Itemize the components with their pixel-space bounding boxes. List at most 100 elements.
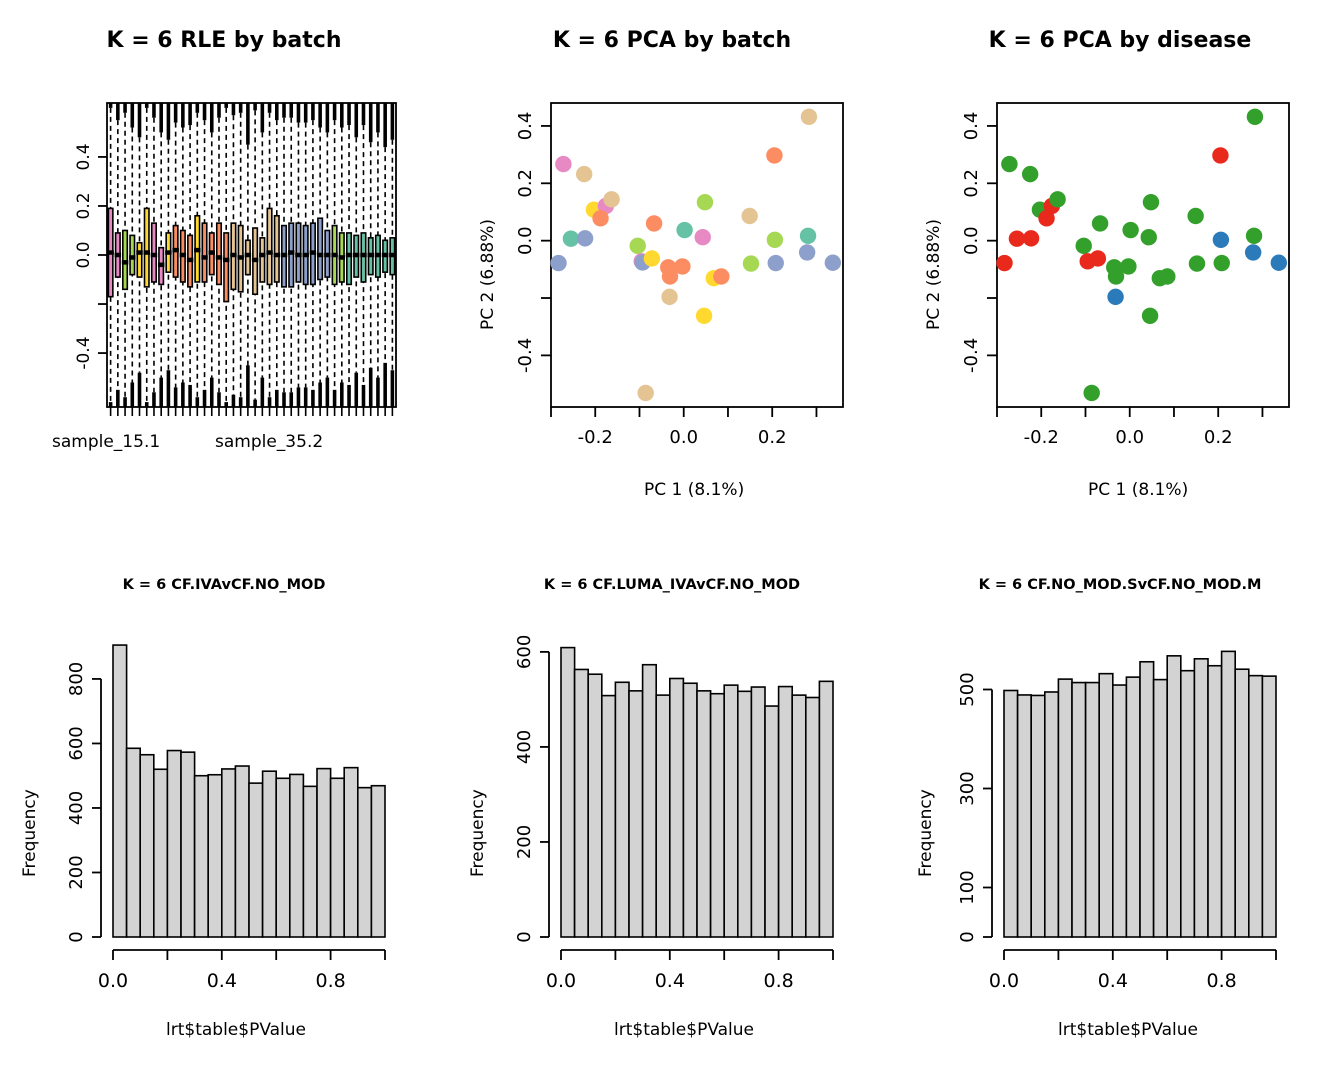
pca-point — [629, 237, 646, 255]
hist-ytick-label: 200 — [66, 855, 87, 889]
pca-point — [1244, 244, 1262, 261]
pca-point — [1022, 230, 1040, 247]
pca-frame — [996, 102, 1290, 408]
rle-outliers-bottom — [390, 370, 395, 407]
rle-outliers-bottom — [347, 384, 351, 407]
pca-point — [645, 215, 663, 232]
rle-outliers-top — [188, 103, 192, 126]
panel-title-rle: K = 6 RLE by batch — [106, 28, 342, 53]
rle-box — [122, 229, 129, 291]
rle-outliers-top — [152, 103, 156, 118]
pca-point — [1089, 250, 1107, 267]
hist3-ylabel: Frequency — [916, 789, 936, 877]
rle-outliers-top — [318, 103, 322, 128]
pca-disease-xlabel: PC 1 (8.1%) — [1088, 480, 1189, 500]
rle-outliers-bottom — [246, 365, 250, 407]
rle-outliers-top — [166, 103, 171, 140]
hist-bar — [1152, 678, 1169, 938]
pca-point — [742, 255, 760, 272]
pca-xtick-label: -0.2 — [1024, 427, 1059, 448]
rle-outliers-top — [173, 103, 178, 123]
rle-xlabel-right: sample_35.2 — [215, 432, 324, 452]
hist-bar — [370, 784, 386, 938]
hist-bar — [248, 782, 264, 938]
hist-bar — [1125, 676, 1141, 938]
rle-frame — [106, 102, 397, 408]
panel-title-pca-disease: K = 6 PCA by disease — [988, 28, 1252, 53]
hist2-xlabel: lrt$table$PValue — [614, 1020, 755, 1040]
rle-box — [201, 222, 208, 283]
rle-box — [244, 239, 251, 276]
pca-point — [1212, 231, 1230, 248]
hist-bar — [614, 681, 630, 938]
rle-outliers-bottom — [238, 397, 243, 407]
hist-bar — [736, 690, 753, 938]
hist-ytick-label: 400 — [66, 791, 87, 825]
pca-point — [694, 229, 711, 246]
hist-bar — [641, 663, 658, 938]
rle-boxplot-svg: 0.4 0.2 0.0 -0.4 — [74, 102, 397, 416]
rle-outliers-bottom — [217, 392, 221, 407]
rle-outliers-top — [209, 103, 214, 133]
pca-point — [824, 254, 842, 271]
rle-box — [345, 232, 353, 286]
rle-outliers-top — [311, 103, 315, 121]
pca-ytick-label: -0.4 — [961, 338, 982, 373]
hist-bar — [696, 690, 712, 938]
hist3-xlabel: lrt$table$PValue — [1058, 1020, 1199, 1040]
rle-outliers-top — [260, 103, 265, 133]
rle-outliers-bottom — [354, 372, 359, 407]
hist-bar — [791, 694, 807, 938]
pca-point — [1246, 108, 1264, 125]
rle-outliers-bottom — [152, 392, 156, 407]
hist-bar — [777, 685, 794, 938]
hist-xtick-label: 0.4 — [1098, 970, 1128, 992]
rle-outliers-top — [137, 103, 142, 138]
pca-point — [1107, 288, 1124, 306]
hist-bar — [275, 777, 291, 938]
hist-bar — [329, 777, 346, 938]
hist-xtick-label: 0.8 — [763, 970, 793, 992]
pca-batch-svg: -0.2 0.0 0.2 0.4 0.2 0.0 -0.4 — [515, 102, 844, 448]
pca-point — [1140, 229, 1157, 246]
rle-outliers-top — [296, 103, 301, 123]
hist-bar — [1003, 689, 1019, 938]
rle-outliers-top — [347, 103, 351, 126]
pca-point — [1159, 268, 1176, 285]
pca-point — [1038, 210, 1055, 227]
hist-bar — [1179, 669, 1196, 938]
rle-outliers-bottom — [144, 402, 149, 407]
hist1-svg: 0 200 400 600 800 0.0 0.4 0.8 — [66, 644, 386, 992]
hist-ytick-label: 500 — [957, 672, 978, 706]
hist-bar — [601, 694, 617, 938]
rle-outliers-top — [224, 103, 229, 108]
rle-plot-area — [107, 103, 396, 407]
rle-outliers-bottom — [282, 392, 286, 407]
rle-box — [136, 241, 143, 278]
hist-bar — [1247, 674, 1264, 938]
pca-point — [1107, 268, 1125, 285]
panel-rle-by-batch: K = 6 RLE by batch 0.4 0.2 0.0 -0.4 sample_… — [0, 0, 448, 537]
rle-outliers-bottom — [361, 384, 366, 407]
rle-outliers-top — [253, 103, 257, 111]
hist-bar — [316, 767, 332, 938]
rle-outliers-bottom — [231, 394, 236, 407]
pca-point — [1091, 215, 1109, 232]
rle-outliers-bottom — [318, 382, 322, 407]
panel-title-hist3: K = 6 CF.NO_MOD.SvCF.NO_MOD.M — [978, 577, 1262, 593]
rle-outliers-top — [368, 103, 373, 143]
pca-point — [766, 147, 783, 164]
pca-point — [741, 207, 758, 225]
rle-outliers-bottom — [311, 389, 315, 407]
panel-pca-by-disease: K = 6 PCA by disease -0.2 0.0 0.2 0.4 0.2 0.0… — [896, 0, 1344, 537]
rle-outliers-top — [383, 103, 387, 148]
hist-bar — [709, 692, 726, 938]
pca-ytick-label: 0.4 — [515, 112, 536, 141]
rle-box — [273, 214, 280, 283]
pca-points — [996, 108, 1288, 402]
hist-ytick-label: 200 — [514, 825, 535, 859]
hist-bar — [302, 785, 318, 938]
rle-outliers-bottom — [108, 402, 113, 407]
hist1-xlabel: lrt$table$PValue — [166, 1020, 307, 1040]
hist-bar — [166, 749, 182, 938]
